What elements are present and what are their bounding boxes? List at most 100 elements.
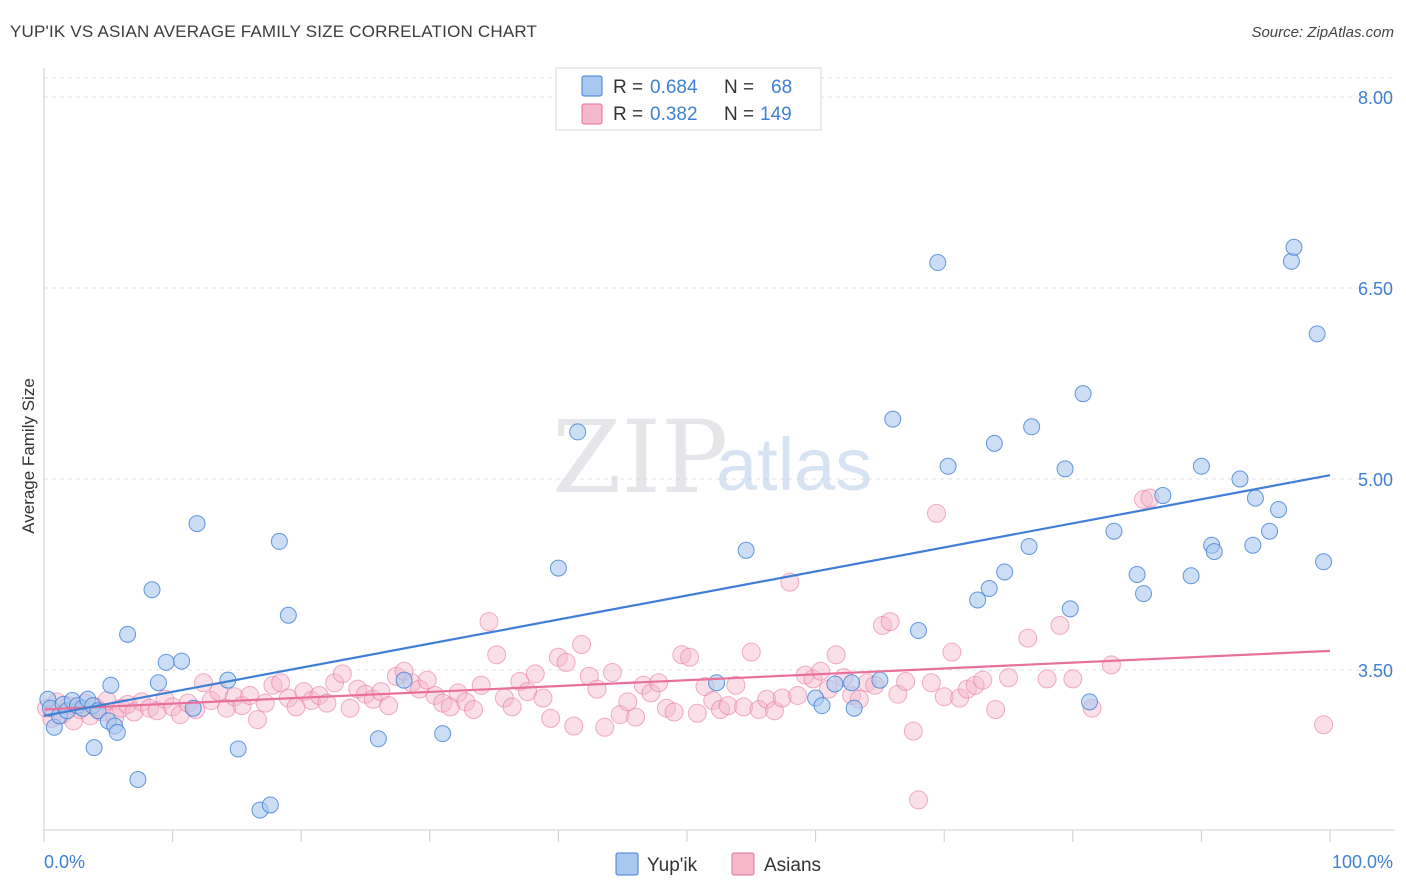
y-tick-label-0: 8.00 — [1358, 88, 1393, 108]
asians-point — [973, 670, 993, 690]
yupik-point — [909, 622, 927, 640]
asians-point — [572, 635, 592, 655]
asians-point — [124, 702, 144, 722]
yupik-points — [39, 238, 1333, 819]
yupik-point — [1182, 567, 1200, 585]
yupik-point — [708, 674, 726, 692]
asians-point — [942, 642, 962, 662]
asians-point — [379, 696, 399, 716]
yupik-point — [1261, 522, 1279, 540]
yupik-point — [884, 410, 902, 428]
yupik-point — [1192, 457, 1210, 475]
asians-point — [772, 688, 792, 708]
asians-point — [1037, 669, 1057, 689]
asians-point — [217, 698, 237, 718]
legend-swatch-yupik-bottom — [615, 852, 639, 876]
asians-point — [921, 673, 941, 693]
asians-point — [487, 645, 507, 665]
y-axis-title: Average Family Size — [19, 378, 38, 534]
asians-point — [255, 693, 275, 713]
asians-points — [37, 488, 1334, 810]
asians-point — [741, 642, 761, 662]
yupik-point — [1081, 693, 1099, 711]
asians-point — [618, 692, 638, 712]
yupik-point — [149, 674, 167, 692]
asians-point — [541, 708, 561, 728]
y-tick-label-2: 5.00 — [1358, 470, 1393, 490]
asians-point — [896, 671, 916, 691]
asians-point — [1063, 669, 1083, 689]
asians-point — [726, 675, 746, 695]
legend-r-label-yupik: R = — [613, 77, 643, 98]
asians-point — [332, 664, 352, 684]
asians-point — [602, 663, 622, 683]
yupik-point — [985, 434, 1003, 452]
legend-r-value-asians: 0.382 — [650, 104, 698, 125]
asians-point — [595, 717, 615, 737]
asians-point — [757, 689, 777, 709]
yupik-point — [1154, 487, 1172, 505]
yupik-point — [184, 699, 202, 717]
yupik-point — [845, 699, 863, 717]
yupik-point — [270, 532, 288, 550]
asians-point — [672, 645, 692, 665]
asians-point — [247, 710, 267, 730]
asians-point — [908, 790, 928, 810]
asians-point — [556, 652, 576, 672]
x-tick-label-min: 0.0% — [44, 852, 85, 872]
asians-point — [587, 679, 607, 699]
asians-point — [271, 673, 291, 693]
asians-point — [502, 697, 522, 717]
yupik-point — [1056, 460, 1074, 478]
asians-point — [633, 675, 653, 695]
legend-r-value-yupik: 0.684 — [650, 77, 698, 98]
legend-swatch-yupik — [581, 75, 603, 97]
yupik-point — [813, 697, 831, 715]
y-tick-label-1: 6.50 — [1358, 279, 1393, 299]
asians-point — [718, 696, 738, 716]
asians-point — [510, 671, 530, 691]
yupik-point — [1205, 543, 1223, 561]
legend-stats: R = 0.684 N = 68 R = 0.382 N = 149 — [555, 67, 822, 131]
yupik-point — [843, 674, 861, 692]
yupik-point — [1231, 470, 1249, 488]
yupik-point — [871, 671, 889, 689]
yupik-point — [1285, 238, 1303, 256]
yupik-point — [369, 730, 387, 748]
legend-n-value-yupik: 68 — [771, 77, 792, 98]
asians-point — [926, 503, 946, 523]
asians-point — [340, 698, 360, 718]
yupik-point — [980, 580, 998, 598]
yupik-point — [85, 739, 103, 757]
yupik-point — [157, 653, 175, 671]
yupik-point — [549, 559, 567, 577]
asians-point — [1134, 489, 1154, 509]
asians-point — [880, 612, 900, 632]
asians-point — [1018, 628, 1038, 648]
yupik-point — [261, 796, 279, 814]
yupik-point — [929, 254, 947, 272]
asians-point — [1101, 655, 1121, 675]
asians-point — [147, 701, 167, 721]
yupik-point — [1315, 553, 1333, 571]
yupik-point — [1244, 536, 1262, 554]
legend-n-label-asians: N = — [724, 104, 754, 125]
yupik-point — [1308, 325, 1326, 343]
yupik-point — [129, 771, 147, 789]
yupik-point — [173, 652, 191, 670]
chart-source: Source: ZipAtlas.com — [1251, 24, 1394, 41]
asians-point — [811, 661, 831, 681]
asians-point — [456, 692, 476, 712]
asians-point — [564, 716, 584, 736]
yupik-point — [1061, 600, 1079, 618]
legend-series: Yup'ik Asians — [615, 852, 821, 876]
asians-point — [734, 697, 754, 717]
yupik-point — [1023, 418, 1041, 436]
asians-point — [525, 664, 545, 684]
asians-point — [664, 702, 684, 722]
asians-point — [464, 699, 484, 719]
yupik-point — [108, 723, 126, 741]
asians-point — [533, 688, 553, 708]
asians-point — [471, 675, 491, 695]
